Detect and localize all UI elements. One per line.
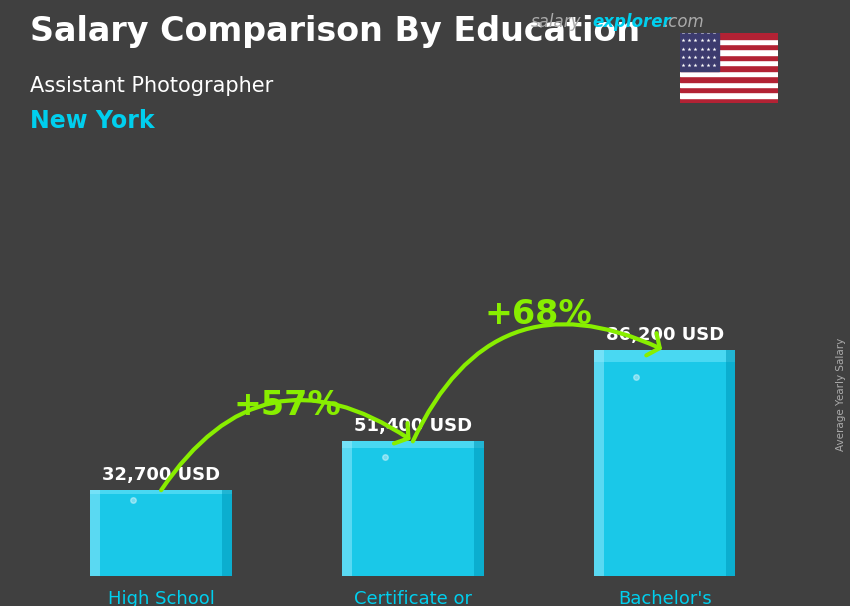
- Bar: [594, 350, 604, 576]
- Bar: [680, 60, 778, 65]
- Bar: [473, 441, 484, 576]
- Bar: [342, 441, 484, 576]
- Bar: [680, 92, 778, 98]
- Bar: [342, 441, 352, 576]
- Bar: [680, 71, 778, 76]
- Bar: [680, 65, 778, 71]
- Bar: [342, 441, 484, 448]
- Text: explorer: explorer: [592, 13, 672, 32]
- Text: +57%: +57%: [233, 389, 341, 422]
- Text: .com: .com: [663, 13, 704, 32]
- Bar: [726, 350, 735, 576]
- Bar: [680, 44, 778, 50]
- Bar: [680, 76, 778, 82]
- Text: 86,200 USD: 86,200 USD: [605, 326, 723, 344]
- Bar: [680, 55, 778, 60]
- Text: New York: New York: [30, 109, 155, 133]
- Text: salary: salary: [531, 13, 581, 32]
- Bar: [680, 82, 778, 87]
- Text: 51,400 USD: 51,400 USD: [354, 417, 472, 435]
- Bar: [680, 33, 778, 39]
- Text: Assistant Photographer: Assistant Photographer: [30, 76, 273, 96]
- Bar: [680, 33, 719, 71]
- Text: 32,700 USD: 32,700 USD: [102, 466, 220, 484]
- Bar: [594, 350, 735, 576]
- Bar: [680, 98, 778, 103]
- Text: Salary Comparison By Education: Salary Comparison By Education: [30, 15, 640, 48]
- Bar: [90, 490, 232, 494]
- Bar: [90, 490, 100, 576]
- Bar: [680, 50, 778, 55]
- Bar: [90, 490, 232, 576]
- Bar: [680, 39, 778, 44]
- Text: Average Yearly Salary: Average Yearly Salary: [836, 338, 846, 450]
- Bar: [222, 490, 232, 576]
- Bar: [680, 87, 778, 92]
- Text: +68%: +68%: [484, 298, 592, 331]
- Bar: [594, 350, 735, 362]
